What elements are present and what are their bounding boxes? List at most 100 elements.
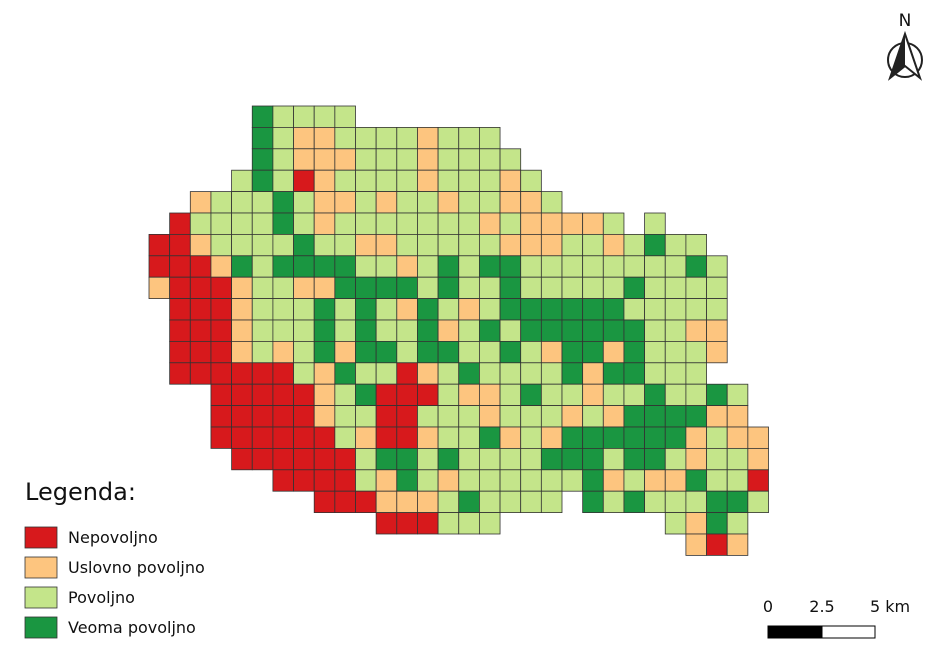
legend-label: Nepovoljno (68, 528, 158, 547)
grid-cell (478, 319, 501, 342)
grid-cell (375, 191, 398, 214)
grid-cell (396, 276, 418, 300)
grid-cell (540, 490, 563, 514)
grid-cell (272, 469, 294, 492)
grid-cell (747, 490, 769, 514)
grid-cell (582, 362, 604, 385)
grid-cell (355, 490, 377, 514)
grid-cell (313, 426, 336, 449)
grid-cell (417, 469, 439, 492)
grid-cell (520, 191, 542, 214)
grid-cell (251, 127, 274, 150)
grid-cell (499, 233, 522, 257)
grid-cell (685, 469, 707, 492)
grid-cell (210, 362, 232, 385)
grid-cell (313, 340, 336, 364)
grid-cell (623, 298, 646, 321)
grid-cell (644, 405, 666, 428)
grid-cell (458, 148, 480, 171)
grid-cell (251, 426, 274, 449)
grid-cell (313, 127, 336, 150)
grid-cell (520, 298, 542, 321)
grid-cell (540, 469, 563, 492)
grid-cell (602, 340, 625, 364)
grid-cell (375, 127, 398, 150)
grid-cell (540, 447, 563, 471)
grid-cell (499, 148, 522, 171)
grid-cell (396, 340, 418, 364)
grid-cell (231, 212, 253, 235)
grid-cell (458, 212, 480, 235)
grid-cell (189, 212, 212, 235)
grid-cell (396, 426, 418, 449)
grid-cell (561, 340, 584, 364)
grid-cell (189, 255, 212, 278)
grid-cell (540, 383, 563, 407)
grid-cell (623, 255, 646, 278)
grid-cell (582, 233, 604, 257)
grid-cell (231, 319, 253, 342)
grid-cell (499, 426, 522, 449)
grid-cell (293, 447, 315, 471)
grid-cell (664, 276, 687, 300)
grid-cell (396, 447, 418, 471)
grid-cell (458, 447, 480, 471)
grid-cell (375, 469, 398, 492)
grid-cell (437, 276, 460, 300)
grid-cell (417, 340, 439, 364)
grid-cell (396, 512, 418, 535)
grid-cell (313, 383, 336, 407)
grid-cell (685, 447, 707, 471)
grid-cell (437, 255, 460, 278)
grid-cell (437, 383, 460, 407)
grid-cell (685, 383, 707, 407)
grid-cell (664, 233, 687, 257)
grid-cell (210, 319, 232, 342)
grid-cell (334, 233, 356, 257)
grid-cell (396, 362, 418, 385)
grid-cell (251, 233, 274, 257)
grid-cell (644, 340, 666, 364)
grid-cell (417, 447, 439, 471)
grid-cell (478, 127, 501, 150)
grid-cell (334, 319, 356, 342)
grid-cell (747, 469, 769, 492)
grid-cell (231, 191, 253, 214)
grid-cell (231, 426, 253, 449)
grid-cell (169, 362, 191, 385)
grid-cell (334, 447, 356, 471)
legend-label: Povoljno (68, 588, 135, 607)
grid-cell (478, 362, 501, 385)
grid-cell (437, 426, 460, 449)
grid-cell (251, 340, 274, 364)
grid-cell (664, 405, 687, 428)
grid-cell (396, 383, 418, 407)
grid-cell (520, 469, 542, 492)
grid-cell (458, 298, 480, 321)
grid-cell (313, 169, 336, 192)
grid-cell (169, 255, 191, 278)
grid-cell (458, 255, 480, 278)
grid-cell (437, 469, 460, 492)
grid-cell (582, 255, 604, 278)
grid-cell (478, 512, 501, 535)
grid-cell (520, 362, 542, 385)
grid-cell (189, 298, 212, 321)
grid-cell (355, 447, 377, 471)
grid-cell (499, 255, 522, 278)
grid-cell (499, 362, 522, 385)
scale-label: 2.5 (809, 597, 834, 616)
grid-cell (602, 255, 625, 278)
grid-cell (417, 127, 439, 150)
grid-cell (623, 340, 646, 364)
grid-cell (561, 276, 584, 300)
scale-label: 5 km (870, 597, 910, 616)
grid-cell (478, 405, 501, 428)
grid-cell (499, 340, 522, 364)
grid-cell (706, 447, 728, 471)
grid-cell (602, 298, 625, 321)
scale-segment (821, 625, 876, 639)
grid-cell (437, 512, 460, 535)
grid-cell (582, 469, 604, 492)
grid-cell (355, 469, 377, 492)
